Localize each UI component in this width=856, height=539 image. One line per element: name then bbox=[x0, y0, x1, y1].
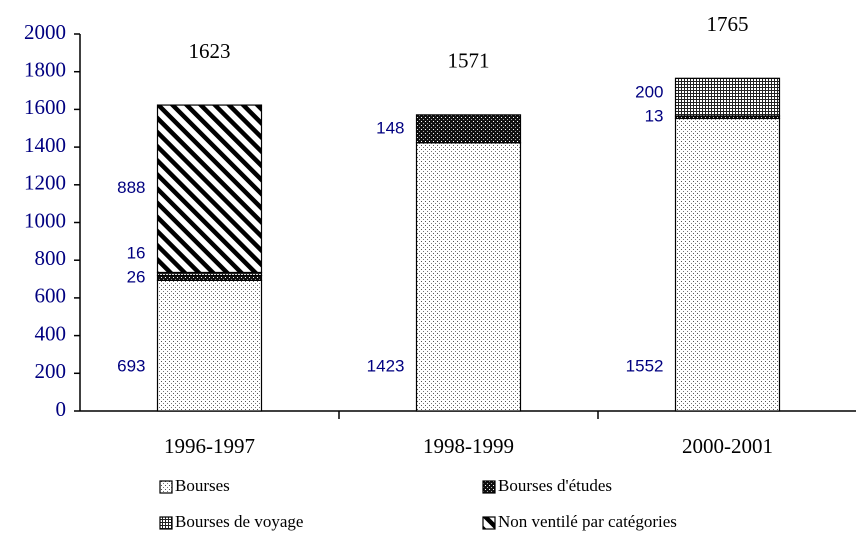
y-tick-label: 400 bbox=[35, 321, 67, 345]
legend-label: Bourses d'études bbox=[498, 476, 612, 495]
x-tick-label: 1996-1997 bbox=[164, 434, 255, 458]
x-tick-label: 1998-1999 bbox=[423, 434, 514, 458]
bar-segment bbox=[415, 142, 522, 412]
bar-segment bbox=[415, 114, 522, 144]
legend-label: Bourses de voyage bbox=[175, 512, 303, 531]
value-label: 1552 bbox=[626, 356, 664, 375]
total-label: 1571 bbox=[448, 49, 490, 73]
value-label: 693 bbox=[117, 356, 145, 375]
bar-segment bbox=[156, 274, 263, 281]
y-tick-label: 1000 bbox=[24, 208, 66, 232]
value-label: 200 bbox=[635, 83, 663, 102]
bar-segment bbox=[674, 117, 781, 412]
value-label: 13 bbox=[645, 107, 664, 126]
legend-swatch bbox=[159, 480, 173, 494]
legend-swatch bbox=[482, 480, 496, 494]
total-label: 1765 bbox=[707, 12, 749, 36]
y-tick-label: 1800 bbox=[24, 58, 66, 82]
legend-swatch bbox=[159, 516, 173, 530]
bar-segment bbox=[156, 279, 263, 412]
legend-label: Bourses bbox=[175, 476, 230, 495]
value-label: 888 bbox=[117, 178, 145, 197]
bar-segment bbox=[156, 104, 263, 274]
total-label: 1623 bbox=[189, 39, 231, 63]
value-label: 16 bbox=[127, 243, 146, 262]
y-tick-label: 600 bbox=[35, 284, 67, 308]
legend-swatch bbox=[482, 516, 496, 530]
value-label: 1423 bbox=[367, 356, 405, 375]
y-tick-label: 1400 bbox=[24, 133, 66, 157]
legend-label: Non ventilé par catégories bbox=[498, 512, 677, 531]
value-label: 148 bbox=[376, 118, 404, 137]
y-tick-label: 800 bbox=[35, 246, 67, 270]
y-tick-label: 2000 bbox=[24, 20, 66, 44]
bar-segment bbox=[674, 77, 781, 117]
value-label: 26 bbox=[127, 267, 146, 286]
x-tick-label: 2000-2001 bbox=[682, 434, 773, 458]
y-tick-label: 0 bbox=[56, 397, 67, 421]
y-tick-label: 200 bbox=[35, 359, 67, 383]
y-tick-label: 1200 bbox=[24, 171, 66, 195]
y-tick-label: 1600 bbox=[24, 95, 66, 119]
